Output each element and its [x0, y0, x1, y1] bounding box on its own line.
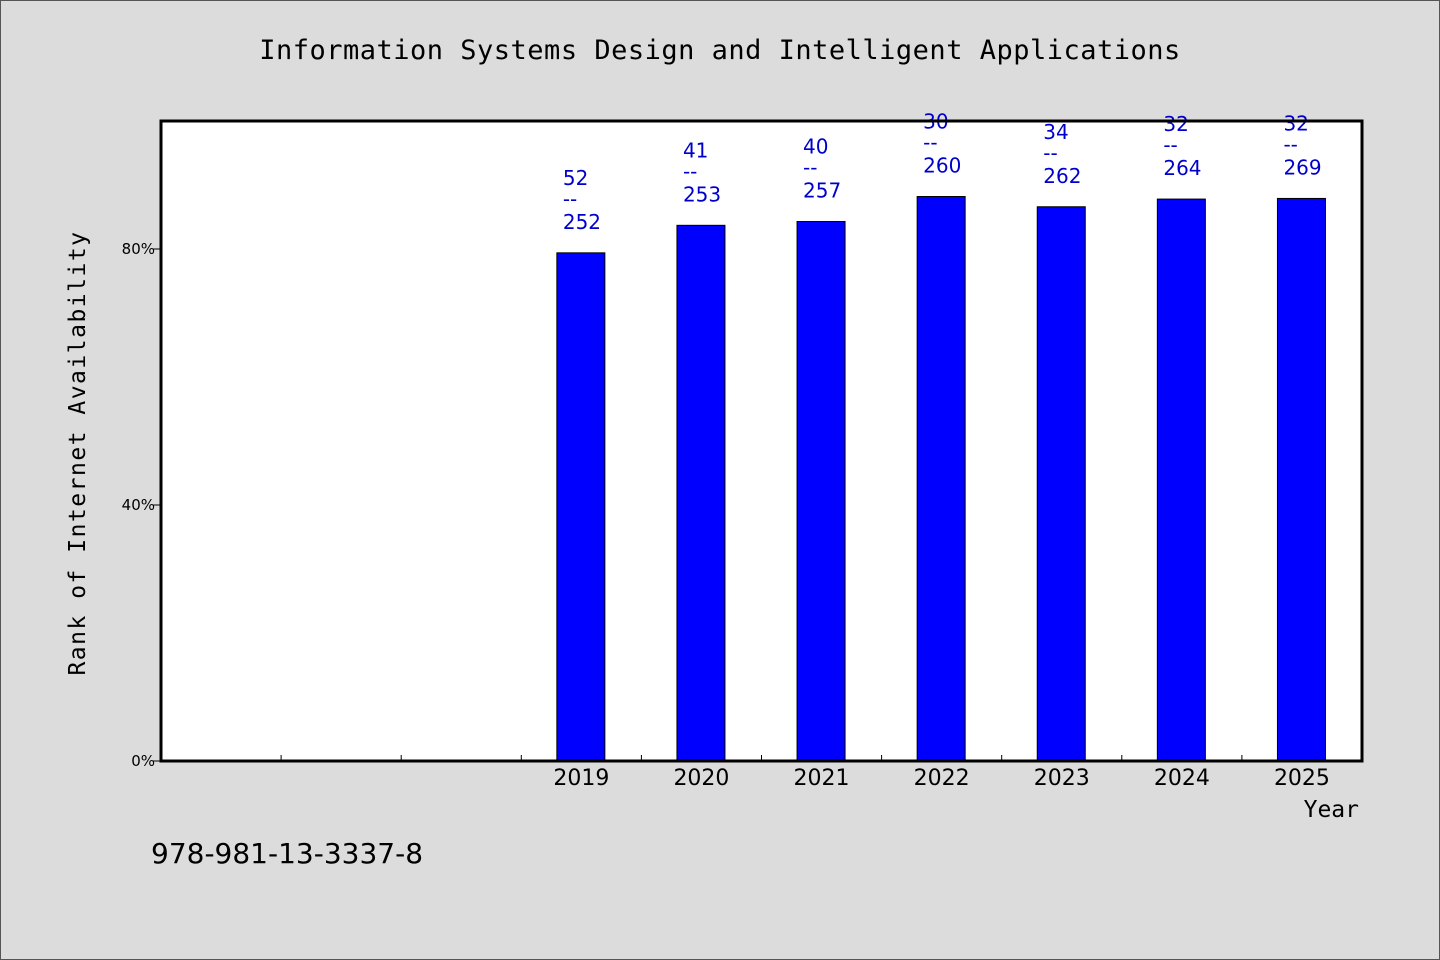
- bar-label-bottom: 264: [1163, 156, 1201, 180]
- bar: [1276, 197, 1326, 762]
- y-tick-label: 40%: [122, 496, 155, 514]
- bar: [676, 224, 726, 762]
- bar-label-sep: --: [683, 159, 697, 183]
- x-axis-label: Year: [1303, 797, 1359, 823]
- bar-label-sep: --: [1043, 141, 1057, 165]
- x-tick-label: 2019: [553, 766, 609, 791]
- bar: [916, 196, 966, 762]
- bar-label-bottom: 262: [1043, 164, 1081, 188]
- bar-label-sep: --: [1283, 132, 1297, 156]
- bar-label-bottom: 257: [803, 178, 841, 202]
- bar-label-top: 32: [1283, 111, 1308, 135]
- x-tick-label: 2020: [673, 766, 729, 791]
- isbn-text: 978-981-13-3337-8: [151, 837, 424, 870]
- bar: [1156, 198, 1206, 762]
- bar-label-top: 34: [1043, 120, 1068, 144]
- bar: [796, 220, 846, 762]
- bar-label-bottom: 253: [683, 182, 721, 206]
- bar-label-sep: --: [563, 187, 577, 211]
- x-tick-label: 2024: [1154, 766, 1210, 791]
- x-tick-label: 2022: [914, 766, 970, 791]
- bar-label-top: 52: [563, 166, 588, 190]
- y-tick-label: 0%: [131, 752, 155, 770]
- bar-label-bottom: 269: [1283, 155, 1321, 179]
- x-tick-label: 2023: [1034, 766, 1090, 791]
- bar-label-top: 40: [803, 134, 828, 158]
- bar-label-top: 32: [1163, 112, 1188, 136]
- bar: [1036, 206, 1086, 762]
- x-tick-label: 2025: [1274, 766, 1330, 791]
- bar-label-bottom: 252: [563, 210, 601, 234]
- bar-label-sep: --: [803, 155, 817, 179]
- x-tick-label: 2021: [794, 766, 850, 791]
- bar: [556, 252, 606, 762]
- bar-label-sep: --: [1163, 133, 1177, 157]
- chart-title: Information Systems Design and Intellige…: [259, 35, 1181, 66]
- bar-label-bottom: 260: [923, 154, 961, 178]
- bar-label-sep: --: [923, 131, 937, 155]
- y-tick-label: 80%: [122, 240, 155, 258]
- bar-label-top: 41: [683, 138, 708, 162]
